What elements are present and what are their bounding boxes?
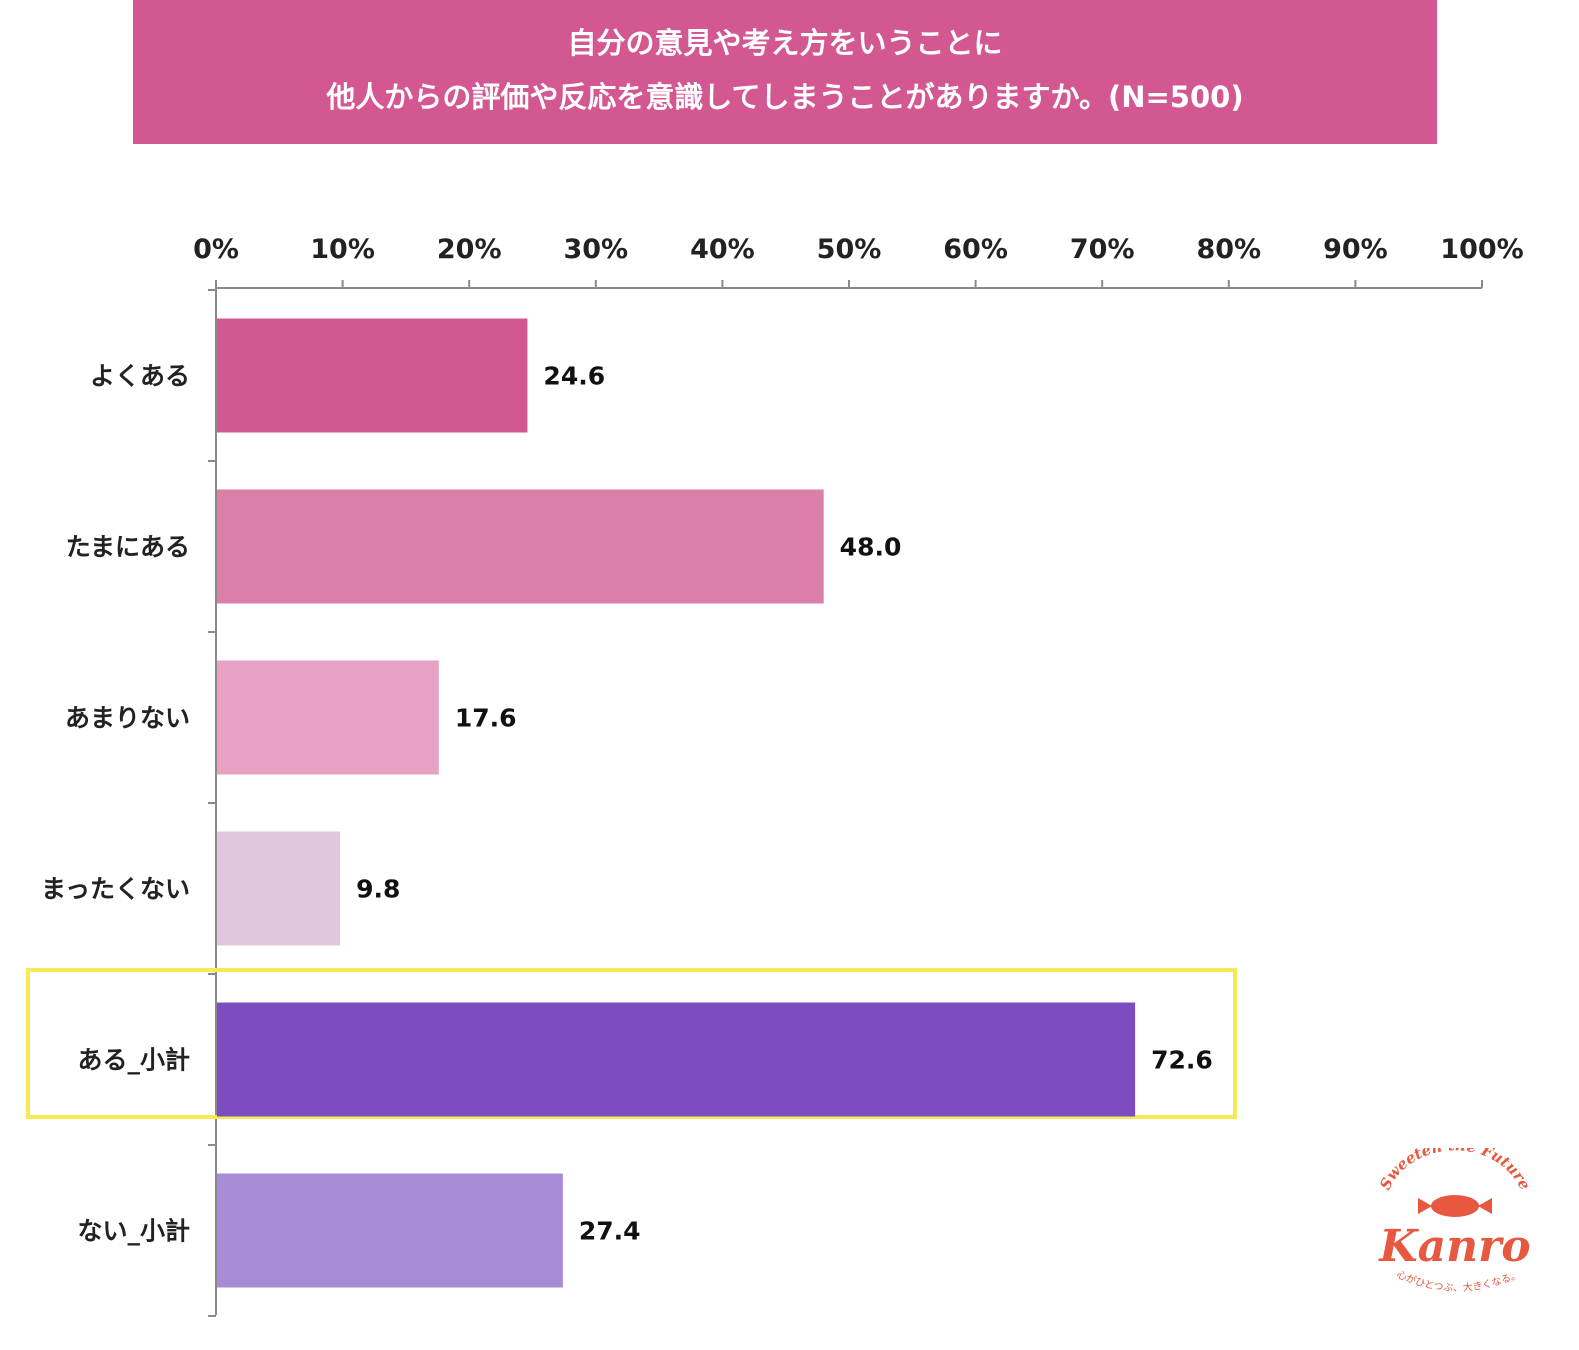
candy-icon <box>1418 1195 1492 1217</box>
value-label: 27.4 <box>579 1217 641 1246</box>
x-tick-label: 50% <box>817 234 882 265</box>
chart-title-banner: 自分の意見や考え方をいうことに 他人からの評価や反応を意識してしまうことがありま… <box>133 0 1437 144</box>
category-label: ある_小計 <box>77 1046 190 1075</box>
x-tick-label: 90% <box>1323 234 1388 265</box>
bar-3 <box>217 660 439 775</box>
logo-wordmark: Kanro <box>1377 1221 1530 1272</box>
value-label: 24.6 <box>543 362 605 391</box>
chart-title-line2: 他人からの評価や反応を意識してしまうことがありますか。(N=500) <box>326 80 1244 114</box>
value-label: 9.8 <box>356 875 400 904</box>
category-label: よくある <box>90 362 190 391</box>
x-tick-label: 100% <box>1440 234 1523 265</box>
x-tick-label: 40% <box>690 234 755 265</box>
category-label: まったくない <box>41 875 190 904</box>
x-tick-label: 70% <box>1070 234 1135 265</box>
logo-subline: 心がひとつぶ、大きくなる。 <box>1395 1268 1522 1294</box>
highlight-box <box>26 968 1237 1119</box>
bar-2 <box>217 489 824 604</box>
x-tick-label: 0% <box>193 234 239 265</box>
bar-6 <box>217 1173 563 1288</box>
bar-4 <box>217 831 341 946</box>
x-tick-label: 20% <box>437 234 502 265</box>
chart-title-line1: 自分の意見や考え方をいうことに <box>567 26 1003 60</box>
bar-5 <box>217 1002 1136 1117</box>
logo-tagline: Sweeten the Future <box>1376 1148 1534 1193</box>
x-tick-label: 30% <box>563 234 628 265</box>
category-label: たまにある <box>66 533 190 562</box>
kanro-logo: Sweeten the Future Kanro 心がひとつぶ、大きくなる。 <box>1376 1148 1534 1294</box>
category-label: あまりない <box>65 704 190 733</box>
x-tick-label: 80% <box>1196 234 1261 265</box>
value-label: 48.0 <box>840 533 902 562</box>
x-tick-label: 10% <box>310 234 375 265</box>
value-label: 72.6 <box>1151 1046 1213 1075</box>
category-label: ない_小計 <box>77 1217 190 1246</box>
value-label: 17.6 <box>455 704 517 733</box>
x-tick-label: 60% <box>943 234 1008 265</box>
bar-1 <box>217 318 528 433</box>
